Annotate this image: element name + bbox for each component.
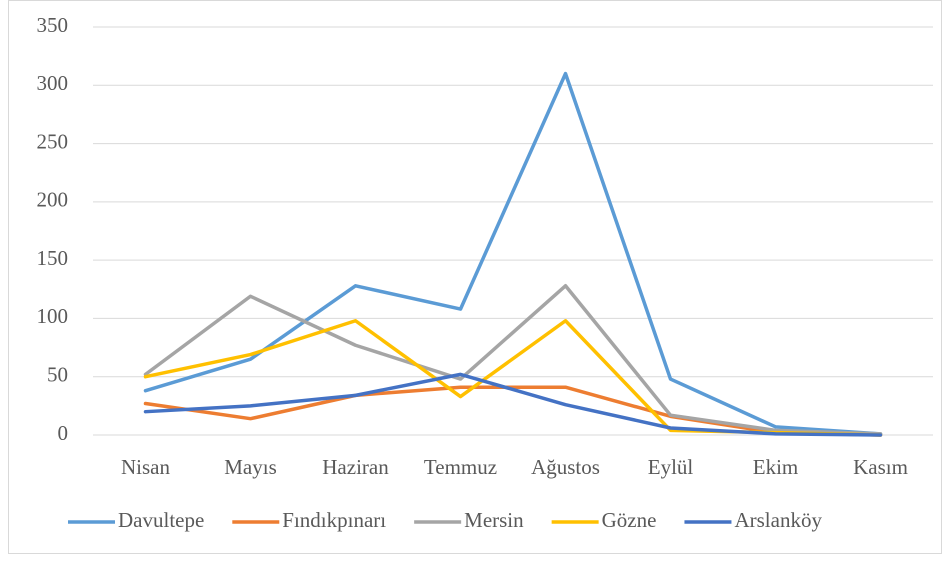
y-tick-label: 300 (37, 71, 69, 95)
x-tick-label: Ağustos (531, 455, 600, 479)
y-tick-label: 100 (37, 304, 69, 328)
y-tick-label: 50 (47, 363, 68, 387)
y-tick-label: 250 (37, 129, 69, 153)
x-tick-label: Haziran (322, 455, 389, 479)
series-line (143, 284, 883, 436)
series-line (143, 372, 883, 437)
legend-label: Fındıkpınarı (282, 508, 386, 532)
y-tick-label: 150 (37, 246, 69, 270)
series-line (143, 71, 883, 436)
y-tick-label: 350 (37, 13, 69, 37)
legend-label: Mersin (464, 508, 524, 532)
x-tick-label: Kasım (853, 455, 908, 479)
x-tick-label: Temmuz (424, 455, 497, 479)
series-line (143, 385, 883, 437)
y-tick-label: 0 (58, 421, 69, 445)
legend-label: Gözne (602, 508, 657, 532)
x-tick-label: Ekim (753, 455, 799, 479)
legend-label: Arslanköy (734, 508, 822, 532)
y-tick-label: 200 (37, 188, 69, 212)
legend-label: Davultepe (118, 508, 204, 532)
x-tick-label: Mayıs (224, 455, 277, 479)
x-tick-label: Eylül (648, 455, 694, 479)
x-tick-label: Nisan (121, 455, 170, 479)
